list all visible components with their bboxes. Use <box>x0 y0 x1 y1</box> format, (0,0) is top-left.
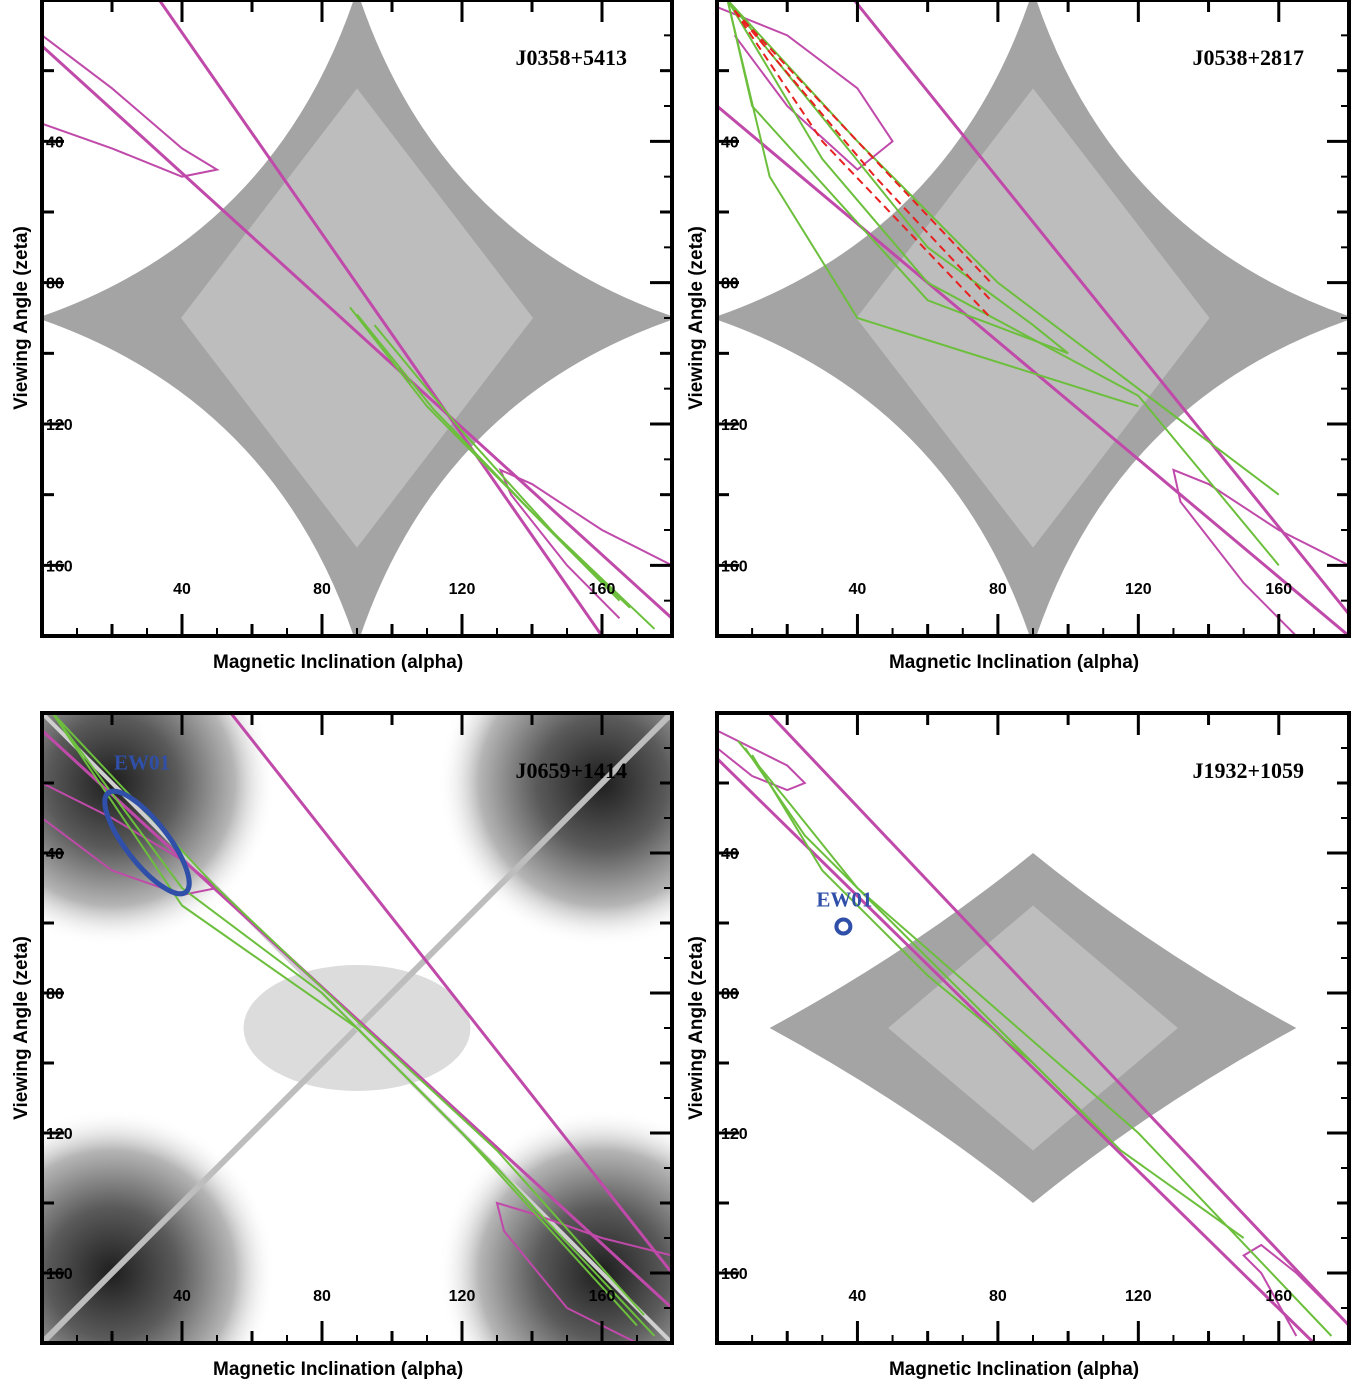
x-axis-label: Magnetic Inclination (alpha) <box>889 1359 1139 1380</box>
probability-map-core <box>888 905 1178 1151</box>
rvm-magenta-loop <box>495 1201 672 1343</box>
ew01-label: EW01 <box>816 888 872 912</box>
y-tick-label: 40 <box>721 134 739 151</box>
ew01-ellipse <box>102 788 192 897</box>
plot-area <box>42 713 672 1343</box>
x-tick-label: 160 <box>1265 1288 1292 1305</box>
x-tick-label: 40 <box>849 1288 867 1305</box>
plot-area <box>42 0 672 636</box>
rvm-magenta-loop <box>1172 468 1349 636</box>
y-tick-label: 80 <box>46 276 64 293</box>
chart-panel-3: EW01 40 80 120 160 40 80 120 160 J0659+1414 Magnet… <box>11 711 674 1380</box>
rvm-magenta-line <box>157 0 604 636</box>
y-tick-label: 160 <box>721 558 748 575</box>
x-tick-label: 80 <box>313 1288 331 1305</box>
x-tick-label: 40 <box>173 581 191 598</box>
x-tick-label: 120 <box>1125 1288 1152 1305</box>
chi2-green-contour <box>744 747 1245 1239</box>
chi2-green-contour <box>726 0 1280 496</box>
rvm-magenta-line <box>717 757 1315 1343</box>
y-tick-label: 160 <box>46 558 73 575</box>
plot-area <box>717 713 1349 1343</box>
x-tick-label: 120 <box>449 1288 476 1305</box>
rvm-magenta-loop <box>42 34 220 178</box>
y-axis-label: Viewing Angle (zeta) <box>11 936 32 1120</box>
chi2-green-contour <box>51 713 656 1337</box>
y-axis-label: Viewing Angle (zeta) <box>686 936 707 1120</box>
x-tick-label: 40 <box>849 581 867 598</box>
y-tick-label: 160 <box>721 1266 748 1283</box>
y-tick-label: 120 <box>46 1126 73 1143</box>
chi2-green-contour <box>737 740 1333 1337</box>
x-tick-label: 80 <box>989 581 1007 598</box>
y-tick-label: 120 <box>721 417 748 434</box>
x-tick-label: 40 <box>173 1288 191 1305</box>
chi2-green-contour <box>373 324 631 609</box>
rvm-magenta-line <box>852 0 1349 617</box>
x-axis-label: Magnetic Inclination (alpha) <box>213 1359 463 1380</box>
chart-panel-1: 40 80 120 160 40 80 120 160 J0358+5413 Magnetic I… <box>11 0 674 673</box>
x-tick-label: 80 <box>313 581 331 598</box>
rvm-magenta-loop <box>498 467 672 620</box>
x-tick-label: 120 <box>1125 581 1152 598</box>
chart-panel-2: 40 80 120 160 40 80 120 160 J0538+2817 Magnetic I… <box>686 0 1351 673</box>
y-tick-label: 40 <box>46 846 64 863</box>
x-tick-label: 120 <box>449 581 476 598</box>
y-tick-label: 160 <box>46 1266 73 1283</box>
chi2-green-contour <box>726 0 1280 566</box>
plot-area <box>717 0 1349 636</box>
rvm-magenta-line <box>42 729 672 1310</box>
pulsar-title: J0538+2817 <box>1192 45 1304 70</box>
chi2-green-contour <box>726 0 1069 355</box>
x-tick-label: 160 <box>589 1288 616 1305</box>
rvm-magenta-loop <box>1242 1243 1349 1337</box>
rvm-magenta-loop <box>717 729 807 792</box>
rvm-magenta-line <box>42 44 672 620</box>
x-tick-label: 160 <box>1265 581 1292 598</box>
chart-panel-4: EW01 40 80 120 160 40 80 120 160 J1932+1059 Magnet… <box>686 711 1351 1380</box>
y-tick-label: 120 <box>46 417 73 434</box>
red-dashed-contour <box>733 10 992 319</box>
x-axis-label: Magnetic Inclination (alpha) <box>213 652 463 673</box>
rvm-magenta-line <box>717 104 1349 636</box>
chi2-green-contour <box>51 713 638 1327</box>
probability-map-core <box>856 88 1210 548</box>
y-axis-label: Viewing Angle (zeta) <box>11 226 32 410</box>
y-axis-label: Viewing Angle (zeta) <box>686 226 707 410</box>
rvm-magenta-line <box>228 713 672 1274</box>
red-dashed-contour <box>733 9 992 284</box>
y-tick-label: 40 <box>46 134 64 151</box>
x-tick-label: 80 <box>989 1288 1007 1305</box>
y-tick-label: 40 <box>721 846 739 863</box>
x-axis-label: Magnetic Inclination (alpha) <box>889 652 1139 673</box>
y-tick-label: 80 <box>721 276 739 293</box>
y-tick-label: 80 <box>46 986 64 1003</box>
rvm-magenta-line <box>766 713 1349 1327</box>
red-dashed-contour <box>733 9 992 302</box>
x-tick-label: 160 <box>589 581 616 598</box>
y-tick-label: 120 <box>721 1126 748 1143</box>
ew01-marker <box>834 917 853 936</box>
chi2-green-contour <box>751 754 1104 1134</box>
chi2-green-contour <box>349 306 656 630</box>
pulsar-title: J0659+1414 <box>515 758 627 783</box>
y-tick-label: 80 <box>721 986 739 1003</box>
ew01-label: EW01 <box>114 751 170 775</box>
pulsar-title: J0358+5413 <box>515 45 627 70</box>
rvm-magenta-loop <box>717 6 894 171</box>
pulsar-title: J1932+1059 <box>1192 758 1304 783</box>
